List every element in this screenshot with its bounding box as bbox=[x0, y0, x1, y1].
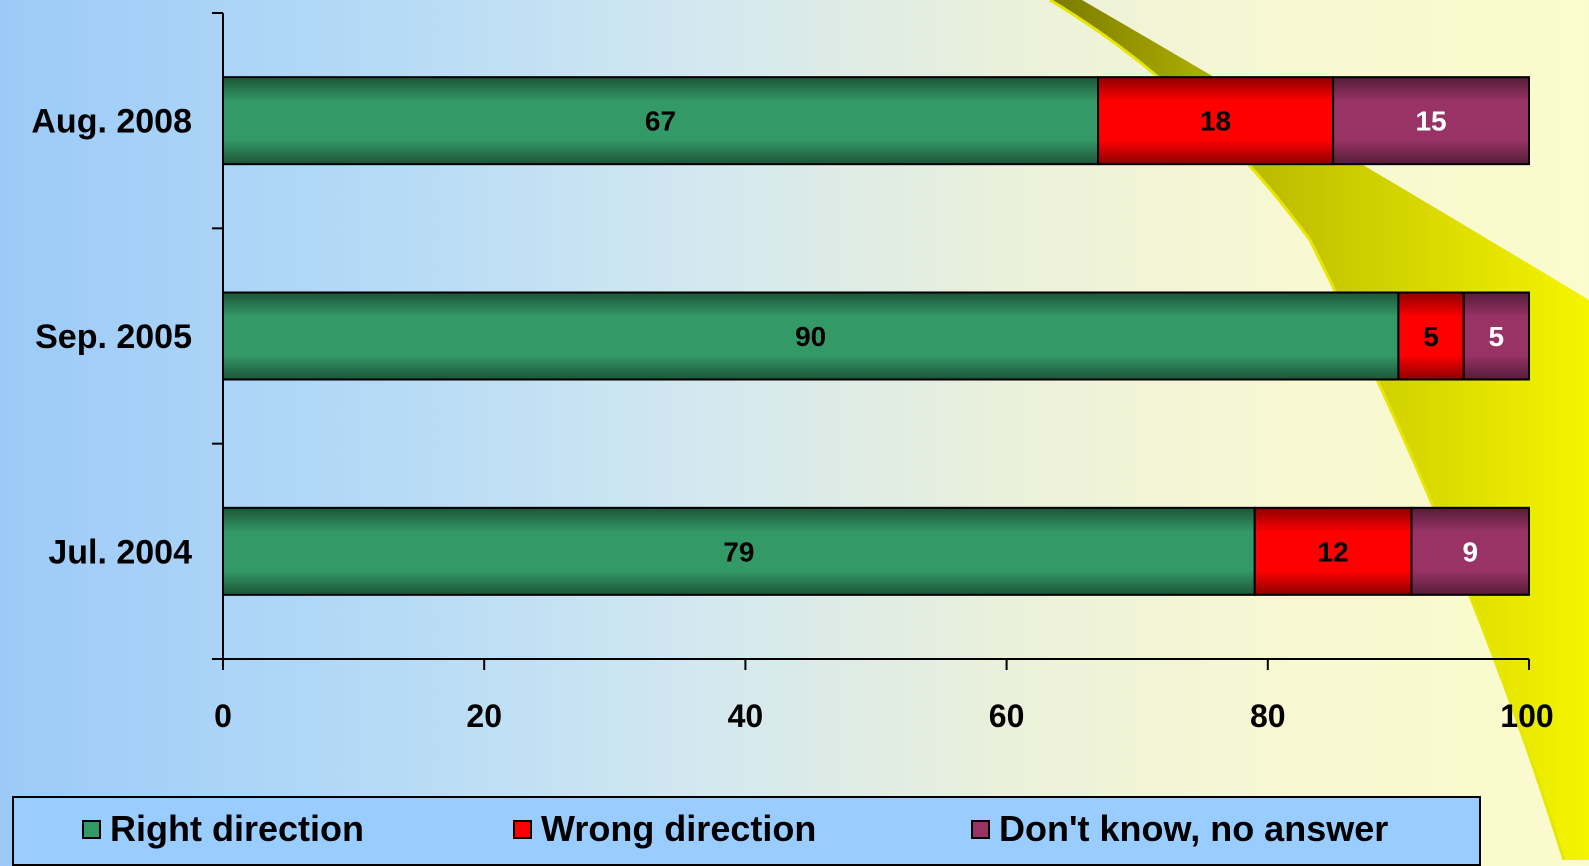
bar-shading bbox=[1332, 76, 1530, 166]
value-label: 5 bbox=[1423, 321, 1439, 352]
value-label: 67 bbox=[645, 106, 676, 137]
category-labels-group: Aug. 2008 Sep. 2005 Jul. 2004 bbox=[31, 103, 192, 572]
value-label: 5 bbox=[1489, 321, 1505, 352]
bar-shading bbox=[222, 506, 1256, 596]
legend-item-wrong-direction: Wrong direction bbox=[513, 808, 816, 850]
x-tick-label: 60 bbox=[989, 698, 1025, 734]
bars-group bbox=[222, 76, 1530, 596]
value-label: 18 bbox=[1200, 106, 1231, 137]
x-tick-label: 0 bbox=[214, 698, 232, 734]
x-tick-label: 20 bbox=[466, 698, 502, 734]
bar-shading bbox=[1253, 506, 1413, 596]
legend: Right direction Wrong direction Don't kn… bbox=[12, 796, 1481, 866]
legend-label-right-direction: Right direction bbox=[110, 808, 364, 849]
value-label: 15 bbox=[1415, 106, 1446, 137]
legend-swatch-right-direction bbox=[82, 819, 101, 839]
axes-group bbox=[212, 12, 1529, 660]
x-tick-label: 40 bbox=[728, 698, 764, 734]
bar-shading bbox=[222, 76, 1100, 166]
category-label: Sep. 2005 bbox=[35, 318, 192, 356]
bar-shading bbox=[1462, 291, 1530, 381]
bar-shading bbox=[1097, 76, 1335, 166]
legend-item-dont-know: Don't know, no answer bbox=[971, 808, 1388, 850]
value-label: 90 bbox=[795, 321, 826, 352]
x-tick-label: 100 bbox=[1500, 698, 1553, 734]
category-label: Jul. 2004 bbox=[48, 533, 192, 571]
legend-swatch-dont-know bbox=[971, 819, 990, 839]
category-label: Aug. 2008 bbox=[31, 103, 192, 141]
value-label: 79 bbox=[723, 536, 754, 567]
bar-shading bbox=[222, 291, 1400, 381]
bar-shading bbox=[1397, 291, 1465, 381]
x-tick-label: 80 bbox=[1250, 698, 1286, 734]
bar-shading bbox=[1410, 506, 1530, 596]
value-label: 12 bbox=[1318, 536, 1349, 567]
legend-item-right-direction: Right direction bbox=[82, 808, 364, 850]
value-labels-group: 67 18 15 90 5 5 79 12 9 bbox=[645, 106, 1504, 568]
value-label: 9 bbox=[1462, 536, 1478, 567]
legend-label-dont-know: Don't know, no answer bbox=[999, 808, 1389, 849]
legend-swatch-wrong-direction bbox=[513, 819, 532, 839]
x-ticks-group: 0 20 40 60 80 100 bbox=[214, 659, 1554, 734]
legend-label-wrong-direction: Wrong direction bbox=[541, 808, 817, 849]
background-swoosh bbox=[1050, 0, 1589, 860]
